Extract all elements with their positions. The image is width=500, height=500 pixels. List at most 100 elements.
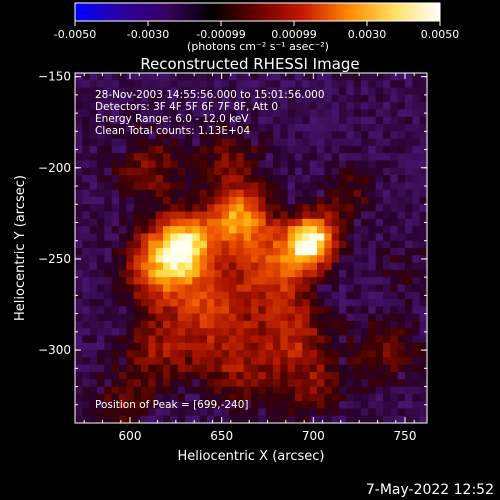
x-tick-label: 750 [394,429,417,443]
heatmap-cell [251,262,259,271]
heatmap-cell [361,131,369,140]
heatmap-cell [229,415,237,424]
heatmap-cell [207,371,215,380]
heatmap-cell [111,218,120,227]
heatmap-cell [251,393,259,402]
heatmap-cell [412,94,421,103]
heatmap-cell [119,306,127,315]
heatmap-cell [412,350,421,358]
heatmap-cell [82,328,91,337]
heatmap-cell [119,87,127,96]
heatmap-cell [155,313,164,322]
heatmap-cell [368,328,377,337]
heatmap-cell [97,153,105,162]
heatmap-cell [390,116,399,125]
heatmap-cell [324,262,333,271]
heatmap-cell [111,379,120,388]
heatmap-cell [133,262,142,271]
heatmap-cell [89,299,98,307]
heatmap-cell [229,218,237,227]
heatmap-cell [346,153,355,162]
heatmap-cell [111,211,120,220]
heatmap-cell [383,116,391,125]
heatmap-cell [331,313,340,322]
heatmap-cell [383,364,391,373]
heatmap-cell [383,393,391,402]
heatmap-cell [375,386,384,395]
heatmap-cell [317,262,325,271]
heatmap-cell [405,277,413,286]
heatmap-cell [97,87,105,96]
heatmap-cell [280,226,289,235]
heatmap-cell [229,320,237,329]
heatmap-cell [221,401,230,410]
heatmap-cell [390,87,399,96]
heatmap-cell [148,320,157,329]
heatmap-cell [375,182,384,191]
heatmap-cell [185,313,193,322]
heatmap-cell [419,379,428,388]
heatmap-cell [104,415,113,424]
heatmap-cell [368,94,377,103]
heatmap-cell [148,306,157,315]
heatmap-cell [302,401,311,410]
heatmap-cell [302,291,311,300]
heatmap-cell [375,240,384,249]
heatmap-cell [192,284,201,293]
heatmap-cell [361,335,369,344]
heatmap-cell [170,80,179,89]
heatmap-cell [133,299,142,307]
heatmap-cell [104,153,113,162]
heatmap-cell [236,80,245,89]
heatmap-cell [317,284,325,293]
heatmap-cell [280,255,289,264]
heatmap-cell [331,145,340,154]
heatmap-cell [405,124,413,132]
heatmap-cell [199,335,208,344]
heatmap-cell [141,299,149,307]
heatmap-cell [148,262,157,271]
heatmap-cell [361,277,369,286]
heatmap-cell [185,233,193,242]
heatmap-cell [104,73,113,81]
heatmap-cell [405,196,413,205]
heatmap-cell [405,379,413,388]
heatmap-cell [236,153,245,162]
heatmap-cell [207,269,215,278]
heatmap-cell [104,175,113,183]
heatmap-cell [405,415,413,424]
heatmap-cell [133,277,142,286]
heatmap-cell [258,386,267,395]
heatmap-cell [295,255,303,264]
heatmap-cell [346,145,355,154]
heatmap-cell [148,401,157,410]
heatmap-cell [309,342,318,351]
heatmap-cell [251,211,259,220]
heatmap-cell [119,196,127,205]
heatmap-cell [75,408,83,417]
heatmap-cell [368,299,377,307]
heatmap-cell [280,240,289,249]
heatmap-cell [361,218,369,227]
heatmap-cell [214,248,223,256]
heatmap-cell [221,182,230,191]
heatmap-cell [287,386,296,395]
heatmap-cell [207,299,215,307]
heatmap-cell [192,94,201,103]
heatmap-cell [390,364,399,373]
heatmap-cell [155,240,164,249]
heatmap-cell [361,299,369,307]
heatmap-cell [258,233,267,242]
heatmap-cell [155,138,164,147]
heatmap-cell [331,328,340,337]
heatmap-cell [185,218,193,227]
heatmap-cell [192,153,201,162]
heatmap-cell [141,124,149,132]
heatmap-cell [353,153,362,162]
heatmap-cell [368,240,377,249]
heatmap-cell [148,284,157,293]
heatmap-cell [361,138,369,147]
heatmap-cell [353,269,362,278]
heatmap-cell [170,226,179,235]
heatmap-cell [339,102,347,111]
